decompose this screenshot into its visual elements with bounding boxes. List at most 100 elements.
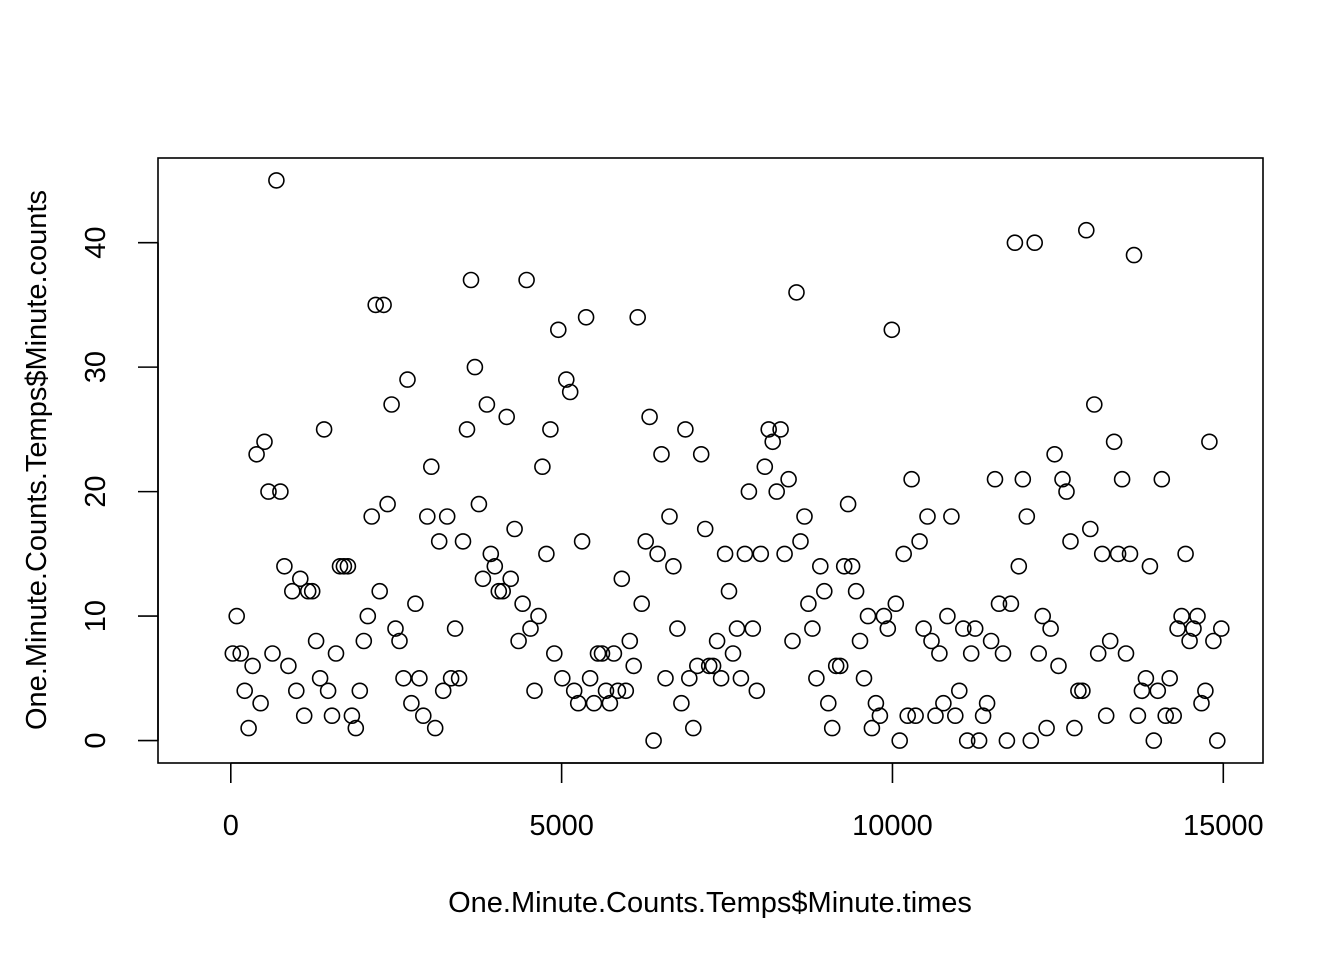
- data-point: [978, 694, 996, 712]
- data-point: [974, 707, 992, 725]
- data-point: [879, 620, 897, 637]
- data-point: [811, 557, 829, 575]
- data-point: [899, 707, 917, 725]
- data-point: [1030, 645, 1047, 662]
- data-point: [430, 533, 448, 550]
- data-point: [1149, 682, 1167, 700]
- data-point: [387, 620, 404, 637]
- data-point: [1105, 433, 1123, 451]
- data-point: [490, 582, 508, 600]
- data-point: [375, 296, 392, 314]
- data-point: [573, 533, 591, 550]
- data-point: [954, 620, 972, 637]
- data-point: [442, 669, 460, 687]
- data-point: [1209, 732, 1226, 749]
- data-point: [422, 458, 440, 476]
- data-point: [303, 582, 321, 600]
- data-point: [1213, 620, 1230, 637]
- data-point: [1074, 682, 1091, 700]
- data-point: [399, 371, 416, 388]
- data-point: [327, 645, 345, 662]
- y-tick-label: 10: [80, 600, 112, 632]
- data-point: [319, 682, 337, 700]
- data-point: [1034, 607, 1051, 625]
- data-point: [907, 707, 924, 725]
- data-point: [1125, 246, 1143, 264]
- data-point: [403, 694, 420, 712]
- data-point: [1153, 470, 1171, 488]
- data-point: [994, 645, 1012, 662]
- data-point: [248, 445, 265, 463]
- data-point: [347, 719, 365, 737]
- data-point: [684, 719, 702, 737]
- data-point: [276, 557, 293, 575]
- data-point: [323, 707, 341, 725]
- data-point: [450, 669, 468, 687]
- data-point: [478, 396, 496, 413]
- data-point: [331, 557, 349, 575]
- data-point: [1078, 221, 1095, 239]
- x-tick-label: 10000: [852, 810, 933, 842]
- data-point: [355, 632, 373, 650]
- data-point: [585, 694, 603, 712]
- data-point: [796, 508, 813, 525]
- data-point: [534, 458, 551, 476]
- data-point: [950, 682, 968, 700]
- y-tick-label: 40: [80, 227, 112, 259]
- data-point: [514, 595, 531, 613]
- y-axis: 0 10 20 30 40: [80, 227, 159, 749]
- data-point: [557, 371, 575, 388]
- data-point: [895, 545, 913, 563]
- data-point: [506, 520, 523, 538]
- data-point: [621, 632, 639, 650]
- data-point: [724, 645, 742, 662]
- data-point: [831, 657, 849, 675]
- data-point: [871, 707, 889, 725]
- data-point: [1129, 707, 1147, 725]
- data-point: [589, 645, 607, 662]
- data-point: [645, 732, 662, 749]
- y-tick-label: 20: [80, 475, 112, 507]
- data-point: [1097, 707, 1115, 725]
- data-point: [395, 669, 412, 687]
- data-point: [272, 483, 289, 500]
- data-point: [1018, 508, 1036, 525]
- data-point: [827, 657, 845, 675]
- data-point: [1113, 470, 1131, 488]
- data-point: [434, 682, 452, 700]
- data-point: [291, 570, 309, 588]
- data-point: [601, 694, 619, 712]
- data-point: [351, 682, 369, 700]
- data-point: [740, 483, 758, 500]
- data-point: [1002, 595, 1020, 613]
- data-point: [1093, 545, 1111, 563]
- data-point: [935, 694, 952, 712]
- data-point: [1109, 545, 1127, 563]
- data-point: [657, 669, 674, 687]
- data-point: [680, 669, 698, 687]
- data-point: [776, 545, 793, 563]
- data-point: [407, 595, 424, 613]
- data-point: [1137, 669, 1155, 687]
- data-point: [1062, 533, 1079, 550]
- data-point: [474, 570, 492, 588]
- x-tick-label: 0: [223, 810, 239, 842]
- x-tick-label: 15000: [1183, 810, 1264, 842]
- data-point: [446, 620, 464, 637]
- data-point: [542, 421, 559, 438]
- data-point: [939, 607, 956, 625]
- data-point: [875, 607, 893, 625]
- data-point: [1133, 682, 1151, 700]
- data-points: [224, 172, 1230, 749]
- data-point: [593, 645, 611, 662]
- data-point: [280, 657, 297, 675]
- data-point: [756, 458, 774, 476]
- data-point: [411, 669, 428, 687]
- data-point: [462, 271, 480, 289]
- data-point: [494, 582, 512, 600]
- data-point: [855, 669, 873, 687]
- data-point: [530, 607, 547, 625]
- data-point: [1185, 620, 1202, 637]
- data-point: [982, 632, 1000, 650]
